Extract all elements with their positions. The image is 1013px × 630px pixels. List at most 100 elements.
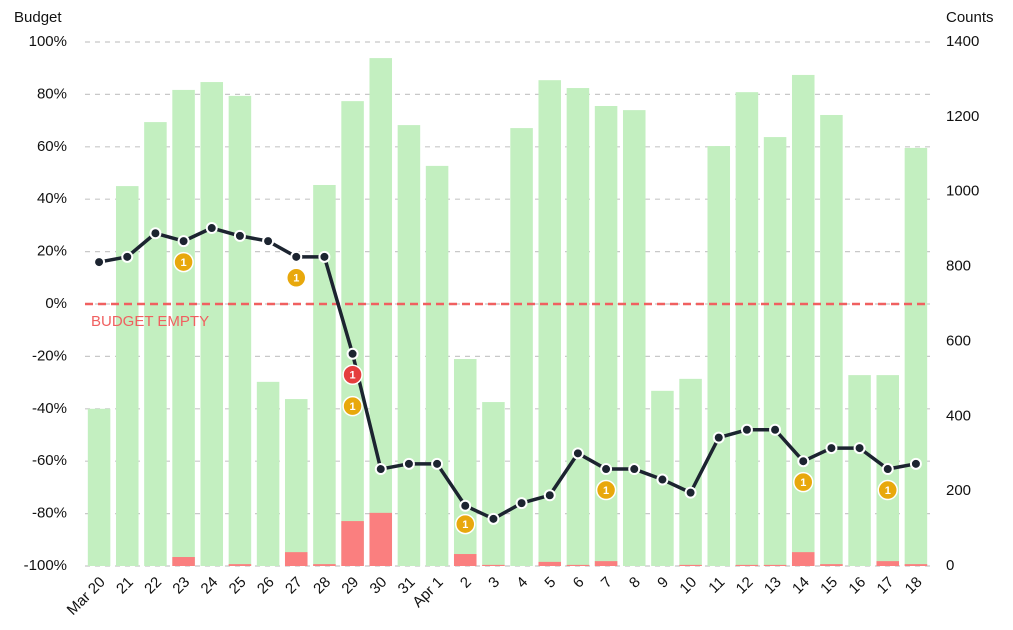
x-tick-label: 4	[513, 574, 531, 592]
annotation-marker	[877, 479, 898, 501]
line-point	[600, 463, 613, 476]
reference-label: BUDGET EMPTY	[91, 313, 209, 330]
y-tick-label: 40%	[37, 190, 67, 207]
bar	[622, 110, 646, 567]
bar	[284, 399, 308, 566]
x-tick-label: 26	[254, 574, 278, 598]
bar	[228, 564, 252, 566]
bar	[200, 82, 224, 566]
bar	[904, 147, 928, 566]
x-tick-label: 10	[676, 574, 700, 598]
x-tick-label: 3	[485, 574, 503, 592]
y-axis-title: Budget	[14, 9, 62, 26]
bar	[87, 408, 111, 566]
x-tick-label: 22	[141, 574, 165, 598]
line-point	[290, 250, 303, 263]
bar	[538, 561, 562, 566]
y2-tick-label: 400	[946, 407, 971, 424]
bar	[313, 184, 336, 566]
bar	[144, 122, 167, 567]
bar	[369, 58, 393, 566]
annotation-marker	[793, 471, 814, 493]
line-point	[177, 235, 190, 248]
bar	[735, 564, 759, 566]
bar	[791, 552, 815, 566]
annotation-label: 1	[350, 370, 356, 382]
bar	[313, 564, 336, 566]
y2-tick-label: 1200	[946, 108, 979, 125]
annotation-label: 1	[181, 257, 187, 269]
bar	[566, 88, 590, 566]
y-tick-label: 100%	[29, 33, 67, 50]
x-tick-label: 8	[626, 574, 644, 592]
line-point	[205, 222, 218, 235]
x-tick-label: 16	[845, 574, 869, 598]
bar	[594, 561, 618, 566]
annotation-marker	[342, 364, 363, 385]
bar	[679, 378, 702, 566]
bar	[566, 564, 590, 566]
bar	[679, 564, 702, 566]
bar	[763, 137, 787, 566]
x-tick-label: 21	[113, 574, 137, 598]
x-tick-label: 11	[705, 574, 728, 597]
annotation-label: 1	[350, 401, 356, 413]
annotation-label: 1	[462, 519, 468, 531]
annotation-marker	[342, 395, 363, 417]
line-point	[797, 455, 810, 468]
bar	[510, 128, 533, 567]
annotation-label: 1	[603, 485, 609, 497]
x-tick-label: 17	[874, 574, 898, 598]
x-tick-label: 9	[654, 574, 672, 592]
bar	[425, 165, 449, 567]
line-point	[656, 473, 669, 486]
bar	[369, 512, 393, 566]
bar	[820, 114, 843, 566]
line-point	[712, 431, 725, 444]
line-point	[374, 463, 387, 476]
line-point	[431, 457, 444, 470]
line-point	[487, 512, 500, 525]
x-tick-label: 7	[598, 574, 616, 592]
bar	[594, 106, 618, 566]
x-tick-label: 14	[789, 574, 813, 598]
y-tick-label: -40%	[32, 400, 67, 417]
y2-tick-label: 800	[946, 258, 971, 275]
bar	[284, 552, 308, 566]
line-point	[684, 486, 697, 499]
annotation-marker	[173, 251, 194, 273]
bar	[848, 375, 871, 566]
bar	[172, 557, 195, 566]
line-point	[402, 457, 415, 470]
x-tick-label: 27	[282, 574, 306, 598]
y2-tick-label: 600	[946, 332, 971, 349]
y-tick-label: 20%	[37, 243, 67, 260]
y2-axis-title: Counts	[946, 9, 994, 26]
bar	[735, 92, 759, 566]
line-point	[149, 227, 162, 240]
line-point	[628, 463, 641, 476]
x-tick-label: Apr 1	[409, 574, 446, 611]
annotation-label: 1	[885, 485, 891, 497]
bar	[228, 95, 252, 566]
line-point	[93, 256, 106, 269]
bar	[453, 554, 477, 566]
line-point	[262, 235, 275, 248]
line-point	[769, 423, 782, 436]
x-tick-label: 12	[733, 574, 757, 598]
y2-tick-label: 1000	[946, 183, 979, 200]
bar	[453, 359, 477, 566]
x-tick-label: Mar 20	[64, 574, 109, 619]
y-tick-label: 80%	[37, 85, 67, 102]
bar	[341, 521, 364, 566]
bar	[820, 564, 843, 566]
line-point	[740, 423, 753, 436]
line-point	[881, 463, 894, 476]
bar	[791, 74, 815, 567]
x-tick-label: 18	[902, 574, 926, 598]
bar	[904, 564, 928, 566]
annotation-label: 1	[293, 273, 299, 285]
x-tick-label: 15	[817, 574, 841, 598]
y2-tick-label: 1400	[946, 33, 979, 50]
